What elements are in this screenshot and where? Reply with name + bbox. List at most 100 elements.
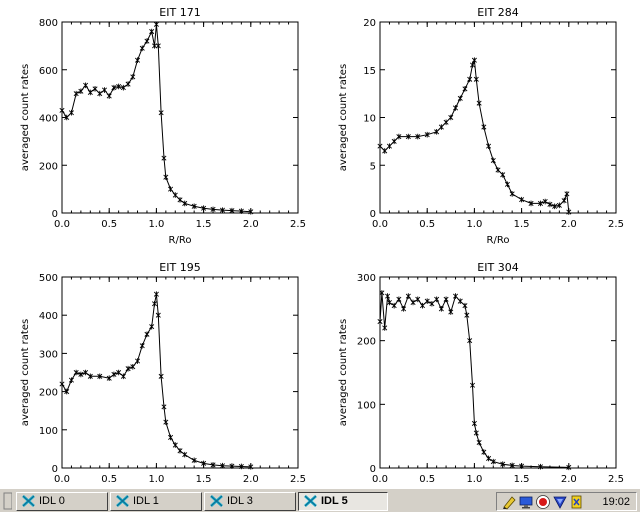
data-point-marker [386, 143, 392, 149]
data-point-marker [135, 358, 141, 364]
data-point-marker [429, 300, 435, 307]
data-point-marker [443, 119, 449, 126]
data-point-marker [519, 463, 525, 469]
x-tick-label: 0.0 [54, 219, 70, 230]
y-tick-label: 800 [39, 18, 58, 29]
data-point-marker [101, 87, 107, 93]
data-point-marker [172, 442, 178, 448]
data-point-marker [396, 133, 402, 140]
data-point-marker [111, 84, 117, 91]
data-point-marker [453, 293, 459, 299]
y-tick-label: 400 [39, 114, 58, 125]
data-point-marker [182, 200, 188, 207]
x-tick-label: 2.0 [243, 474, 259, 485]
data-point-marker [158, 109, 164, 116]
x-tick-label: 0.5 [101, 474, 117, 485]
data-point-marker [151, 300, 158, 307]
data-point-marker [401, 306, 407, 312]
data-point-marker [161, 155, 167, 161]
y-tick-label: 0 [370, 464, 376, 475]
data-point-marker [130, 363, 136, 370]
taskbar: IDL 0 IDL 1 IDL 3 IDL 5 [0, 488, 640, 512]
data-point-marker [448, 309, 454, 315]
data-point-marker [144, 331, 150, 338]
data-point-marker [453, 105, 459, 111]
data-point-marker [68, 109, 74, 116]
record-icon[interactable] [535, 494, 551, 510]
data-point-marker [219, 207, 225, 213]
data-point-marker [168, 186, 174, 192]
series-line [61, 294, 251, 468]
y-axis-label: averaged count rates [20, 64, 31, 171]
data-point-marker [476, 439, 482, 446]
x-tick-label: 0.0 [54, 474, 70, 485]
data-point-marker [486, 455, 492, 462]
data-point-marker [564, 191, 570, 197]
task-button-idl-1[interactable]: IDL 1 [110, 492, 202, 511]
x-tick-label: 1.0 [466, 474, 482, 485]
task-button-idl-5[interactable]: IDL 5 [298, 492, 388, 511]
plot-frame [61, 21, 299, 214]
data-point-marker [405, 293, 411, 299]
x-tick-label: 2.0 [561, 219, 577, 230]
shield-icon[interactable] [552, 494, 568, 510]
x-tick-label: 1.0 [148, 219, 164, 230]
idl-icon [210, 495, 223, 507]
data-point-marker [509, 462, 515, 469]
data-point-marker [464, 312, 470, 318]
data-point-marker [547, 201, 553, 208]
y-tick-label: 0 [52, 464, 58, 475]
y-tick-label: 20 [363, 18, 376, 29]
x-tick-label: 2.5 [290, 474, 306, 485]
data-point-marker [382, 148, 388, 154]
chart-panel-eit-195: EIT 195 0.0 0.5 1.0 1.5 2.0 2.5 0 100 200 300 400 50… [20, 261, 306, 485]
x-tick-label: 2.0 [243, 219, 259, 230]
y-axis-label: averaged count rates [20, 319, 31, 426]
plot-frame [379, 276, 617, 469]
y-tick-label: 200 [39, 388, 58, 399]
data-point-marker [471, 420, 477, 427]
data-point-marker [500, 461, 506, 467]
data-point-marker [125, 365, 131, 372]
chart-panel-eit-284: EIT 284 0.0 0.5 1.0 1.5 2.0 2.5 0 5 10 15 20 R/Ro ave… [338, 6, 624, 246]
y-tick-label: 15 [363, 66, 376, 77]
y-tick-label: 10 [363, 114, 376, 125]
task-button-idl-0[interactable]: IDL 0 [16, 492, 108, 511]
idl-icon [304, 495, 317, 507]
network-icon[interactable] [569, 494, 585, 510]
data-point-marker [490, 157, 496, 164]
x-tick-label: 1.0 [148, 474, 164, 485]
data-point-marker [64, 114, 70, 121]
chart-title: EIT 195 [159, 261, 200, 274]
data-point-marker [97, 90, 103, 97]
data-point-marker [391, 138, 397, 145]
data-point-marker [566, 464, 572, 471]
x-tick-label: 1.0 [466, 219, 482, 230]
x-tick-label: 0.5 [419, 474, 435, 485]
data-point-marker [438, 306, 444, 312]
data-point-marker [469, 382, 476, 389]
data-point-marker [238, 208, 244, 214]
data-point-marker [469, 62, 476, 68]
data-point-marker [135, 57, 141, 63]
chart-panel-eit-171: EIT 171 0.0 0.5 1.0 1.5 2.0 2.5 0 200 400 600 800 R/… [20, 6, 306, 246]
chart-title: EIT 304 [477, 261, 518, 274]
data-point-marker [238, 463, 244, 470]
data-point-marker [542, 198, 548, 205]
pen-icon[interactable] [501, 494, 517, 510]
data-point-marker [386, 299, 392, 306]
data-point-marker [462, 302, 468, 309]
data-point-marker [566, 209, 572, 215]
data-point-marker [120, 373, 126, 380]
monitor-icon[interactable] [518, 494, 534, 510]
task-button-idl-3[interactable]: IDL 3 [204, 492, 296, 511]
taskbar-left-edge [0, 492, 13, 511]
data-point-marker [92, 86, 98, 92]
data-point-marker [396, 296, 402, 303]
data-point-marker [229, 207, 235, 214]
y-tick-label: 0 [370, 209, 376, 220]
data-point-marker [111, 371, 117, 378]
data-point-marker [424, 131, 430, 138]
data-point-marker [106, 93, 112, 99]
